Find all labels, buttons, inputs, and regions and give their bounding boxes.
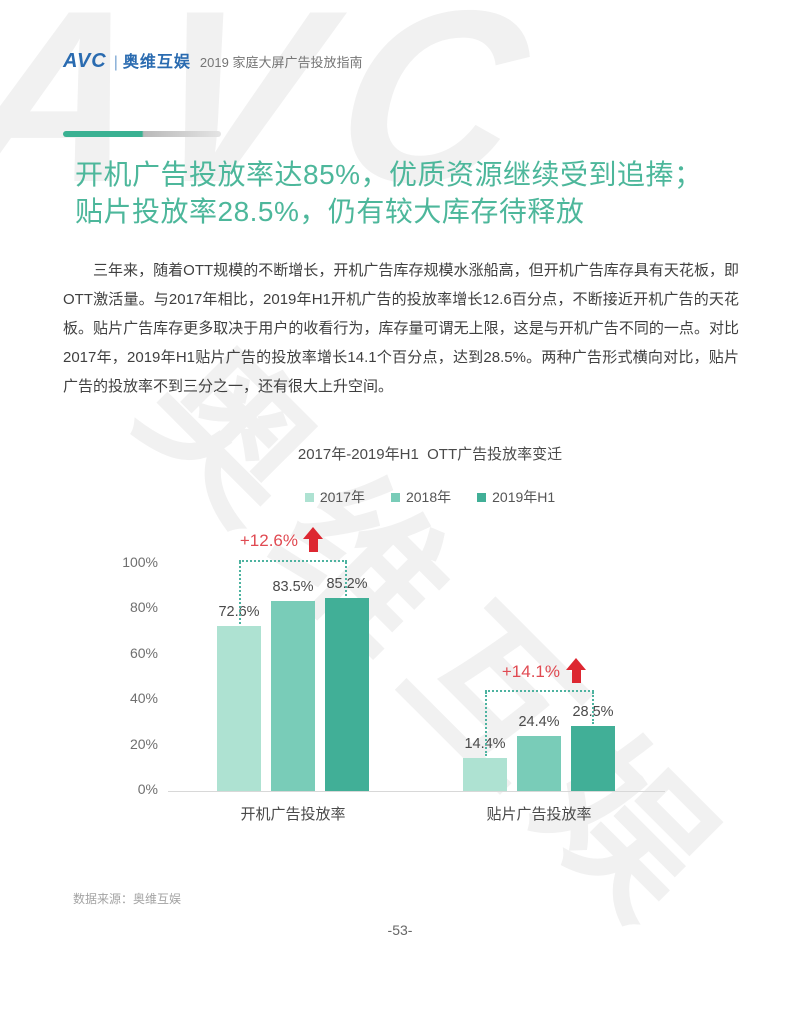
bar-2018年 bbox=[271, 601, 315, 791]
body-paragraph: 三年来，随着OTT规模的不断增长，开机广告库存规模水涨船高，但开机广告库存具有天… bbox=[63, 262, 739, 395]
x-axis-line bbox=[168, 791, 665, 792]
bar-column: 28.5% bbox=[571, 704, 615, 791]
bar-chart: 72.6% 83.5% 85.2% 14.4% 24.4% 28.5% 开机广告投放率 … bbox=[100, 525, 720, 825]
y-axis-tick: 40% bbox=[129, 690, 158, 707]
legend-label: 2019年H1 bbox=[492, 489, 556, 505]
arrow-head bbox=[566, 658, 586, 670]
bar-2019年H1 bbox=[571, 726, 615, 791]
page-number: -53- bbox=[387, 922, 413, 938]
bar-value-label: 85.2% bbox=[326, 576, 368, 592]
y-axis-tick: 20% bbox=[129, 735, 158, 752]
up-arrow-icon bbox=[303, 527, 323, 552]
report-subtitle: 2019 家庭大屏广告投放指南 bbox=[199, 55, 363, 70]
section-accent-bar bbox=[63, 131, 221, 137]
bar-2017年 bbox=[463, 758, 507, 791]
bar-2018年 bbox=[517, 736, 561, 791]
bar-column: 83.5% bbox=[271, 579, 315, 791]
legend-swatch-icon bbox=[390, 492, 400, 502]
y-axis-tick: 0% bbox=[137, 781, 158, 797]
growth-annotation-1: +12.6% bbox=[239, 531, 298, 550]
arrow-stem bbox=[571, 670, 581, 683]
growth-bracket-2-left bbox=[485, 692, 487, 756]
legend-item: 2017年 bbox=[304, 487, 365, 507]
legend-label: 2017年 bbox=[319, 489, 365, 505]
data-source-note: 数据来源：奥维互娱 bbox=[73, 892, 182, 906]
avc-logo: AVC bbox=[63, 50, 107, 72]
growth-bracket-1 bbox=[239, 560, 347, 562]
bar-column: 14.4% bbox=[463, 736, 507, 791]
y-axis-tick: 80% bbox=[129, 599, 158, 616]
brand-logo-text: 奥维互娱 bbox=[122, 54, 191, 71]
chart-title: 2017年-2019年H1 OTT广告投放率变迁 bbox=[297, 446, 563, 463]
legend-label: 2018年 bbox=[405, 489, 452, 505]
arrow-stem bbox=[308, 539, 318, 552]
growth-bracket-1-right bbox=[345, 562, 347, 596]
bar-group-patch-ads: 14.4% 24.4% 28.5% bbox=[463, 525, 615, 791]
growth-annotation-2: +14.1% bbox=[501, 662, 560, 681]
bar-column: 24.4% bbox=[517, 714, 561, 791]
section-headline: 开机广告投放率达85%，优质资源继续受到追捧； 贴片投放率28.5%，仍有较大库… bbox=[75, 156, 765, 230]
category-label-boot-ads: 开机广告投放率 bbox=[240, 806, 346, 823]
legend-item: 2018年 bbox=[390, 487, 452, 507]
legend-swatch-icon bbox=[304, 492, 314, 502]
y-axis-tick: 60% bbox=[129, 644, 158, 661]
page-header: AVC | 奥维互娱 2019 家庭大屏广告投放指南 bbox=[63, 48, 362, 73]
bar-value-label: 24.4% bbox=[518, 714, 560, 730]
legend-item: 2019年H1 bbox=[477, 487, 555, 507]
y-axis-tick: 100% bbox=[122, 554, 158, 570]
category-label-patch-ads: 贴片广告投放率 bbox=[486, 806, 592, 823]
arrow-head bbox=[303, 527, 323, 539]
logo-divider: | bbox=[113, 54, 118, 71]
headline-line-2: 贴片投放率28.5%，仍有较大库存待释放 bbox=[75, 196, 585, 227]
growth-bracket-1-left bbox=[239, 562, 241, 624]
bar-value-label: 83.5% bbox=[272, 579, 314, 595]
headline-line-1: 开机广告投放率达85%，优质资源继续受到追捧； bbox=[75, 159, 703, 190]
growth-bracket-2-right bbox=[592, 692, 594, 724]
bar-column: 85.2% bbox=[325, 576, 369, 791]
growth-bracket-2 bbox=[485, 690, 594, 692]
up-arrow-icon bbox=[566, 658, 586, 683]
chart-legend: 2017年 2018年 2019年H1 bbox=[60, 487, 800, 507]
bar-2017年 bbox=[217, 626, 261, 791]
bar-2019年H1 bbox=[325, 598, 369, 791]
bar-column: 72.6% bbox=[217, 604, 261, 791]
bar-group-boot-ads: 72.6% 83.5% 85.2% bbox=[217, 525, 369, 791]
legend-swatch-icon bbox=[477, 492, 487, 502]
